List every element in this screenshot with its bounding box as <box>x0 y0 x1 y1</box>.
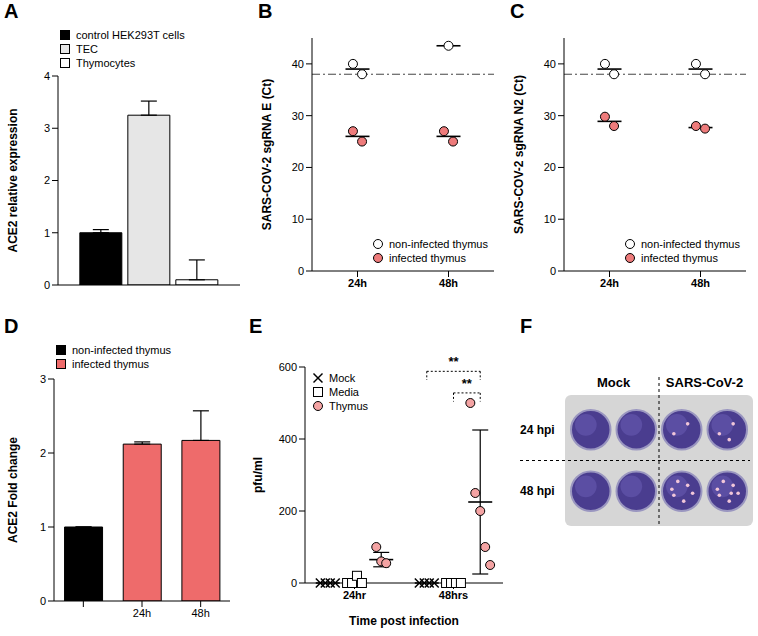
svg-text:ACE2 relative expression: ACE2 relative expression <box>6 108 20 252</box>
html-text:infected thymus: infected thymus <box>640 252 718 264</box>
html-text:Media: Media <box>329 386 359 398</box>
svg-text:3: 3 <box>40 373 46 385</box>
svg-text:Mock: Mock <box>597 375 631 390</box>
svg-text:48 hpi: 48 hpi <box>520 484 555 498</box>
html-text:B: B <box>258 0 273 22</box>
html-text:Mock: Mock <box>329 372 356 384</box>
html-text:Thymocytes: Thymocytes <box>76 57 136 69</box>
html-text:C: C <box>510 0 525 22</box>
html-text:A: A <box>4 0 19 22</box>
svg-text:48h: 48h <box>439 277 458 289</box>
svg-text:48h: 48h <box>191 607 209 619</box>
svg-text:0: 0 <box>298 265 304 277</box>
svg-text:2: 2 <box>40 447 46 459</box>
html-text:Thymus: Thymus <box>329 400 369 412</box>
svg-text:40: 40 <box>544 58 556 70</box>
svg-text:48hrs: 48hrs <box>439 589 468 601</box>
svg-text:**: ** <box>462 376 473 391</box>
html-text:E: E <box>249 315 263 337</box>
svg-text:20: 20 <box>544 161 556 173</box>
svg-text:SARS-COV-2 sgRNA E (Ct): SARS-COV-2 sgRNA E (Ct) <box>260 79 274 231</box>
svg-text:400: 400 <box>279 433 297 445</box>
html-text:TEC: TEC <box>76 43 98 55</box>
html-text:infected thymus: infected thymus <box>72 358 149 370</box>
svg-text:24h: 24h <box>600 277 619 289</box>
html-text:infected thymus: infected thymus <box>388 252 466 264</box>
svg-text:24h: 24h <box>133 607 151 619</box>
svg-text:1: 1 <box>40 521 46 533</box>
svg-text:2: 2 <box>44 174 50 186</box>
html-text:non-infected thymus: non-infected thymus <box>388 238 488 250</box>
svg-text:24 hpi: 24 hpi <box>520 423 555 437</box>
svg-text:Time post infection: Time post infection <box>349 614 459 628</box>
svg-text:ACE2 Fold change: ACE2 Fold change <box>6 437 20 543</box>
svg-text:10: 10 <box>544 213 556 225</box>
svg-text:10: 10 <box>292 213 304 225</box>
html-text:D: D <box>4 315 19 337</box>
svg-text:40: 40 <box>292 58 304 70</box>
svg-text:20: 20 <box>292 161 304 173</box>
svg-text:200: 200 <box>279 505 297 517</box>
svg-text:30: 30 <box>292 110 304 122</box>
svg-text:30: 30 <box>544 110 556 122</box>
svg-text:0: 0 <box>40 595 46 607</box>
html-text:F: F <box>520 315 533 337</box>
svg-text:0: 0 <box>44 279 50 291</box>
svg-text:24hr: 24hr <box>343 589 367 601</box>
svg-text:0: 0 <box>550 265 556 277</box>
svg-text:SARS-COV-2 sgRNA N2 (Ct): SARS-COV-2 sgRNA N2 (Ct) <box>512 75 526 234</box>
html-text:non-infected thymus: non-infected thymus <box>640 238 740 250</box>
svg-text:0: 0 <box>291 577 297 589</box>
svg-text:**: ** <box>448 354 459 369</box>
html-text:non-infected thymus: non-infected thymus <box>72 344 172 356</box>
svg-text:SARS-CoV-2: SARS-CoV-2 <box>666 375 743 390</box>
svg-text:600: 600 <box>279 361 297 373</box>
svg-text:pfu/ml: pfu/ml <box>251 457 265 493</box>
svg-text:48h: 48h <box>691 277 710 289</box>
svg-text:24h: 24h <box>348 277 367 289</box>
svg-text:3: 3 <box>44 122 50 134</box>
svg-text:1: 1 <box>44 227 50 239</box>
svg-text:4: 4 <box>44 70 50 82</box>
html-text:control HEK293T cells: control HEK293T cells <box>76 29 185 41</box>
